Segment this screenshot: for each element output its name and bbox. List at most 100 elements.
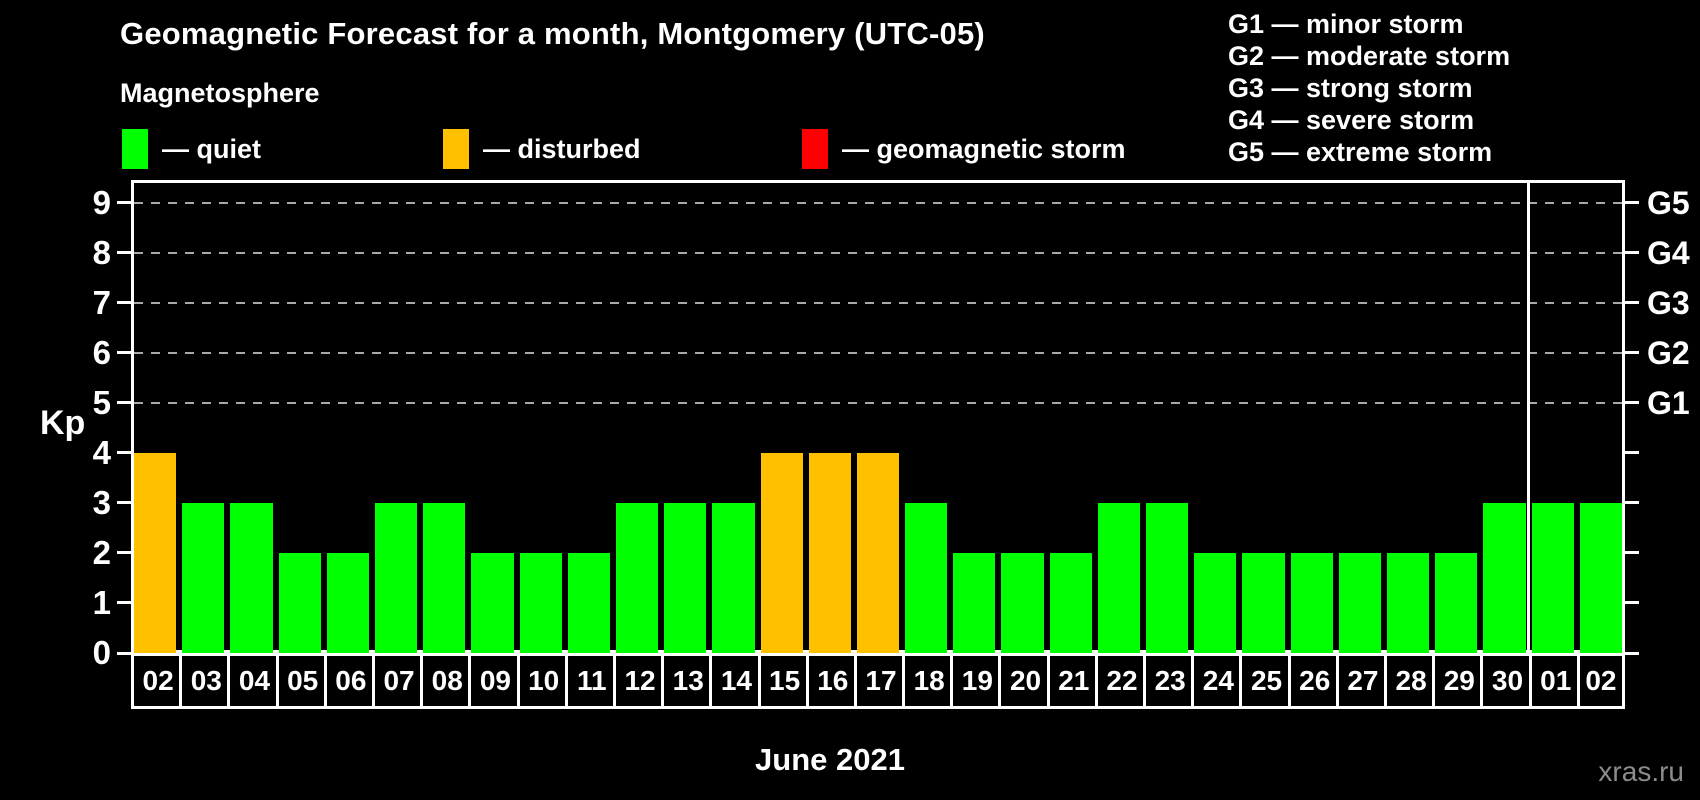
y-tick-left-8 bbox=[117, 251, 131, 255]
y-tick-right-7 bbox=[1625, 301, 1639, 305]
y-tick-right-5 bbox=[1625, 401, 1639, 405]
g-legend-item-g3: G3 — strong storm bbox=[1228, 73, 1473, 103]
kp-bar-day-30 bbox=[1483, 502, 1526, 653]
y-tick-label-7: 7 bbox=[92, 283, 111, 321]
kp-bar-day-27 bbox=[1338, 552, 1382, 653]
day-label-cell-13: 13 bbox=[661, 653, 713, 709]
g-legend-item-g4: G4 — severe storm bbox=[1228, 105, 1475, 135]
kp-bar-day-28 bbox=[1387, 552, 1430, 653]
gridline-kp8 bbox=[134, 251, 1622, 254]
g-level-label-g5: G5 bbox=[1647, 184, 1690, 221]
g-level-label-g4: G4 bbox=[1647, 234, 1690, 271]
y-tick-right-8 bbox=[1625, 251, 1639, 255]
kp-bar-day-16 bbox=[808, 452, 851, 653]
kp-bar-day-10 bbox=[519, 552, 562, 653]
y-tick-right-6 bbox=[1625, 351, 1639, 355]
day-label-cell-29: 29 bbox=[1432, 653, 1484, 709]
day-label-cell-14: 14 bbox=[709, 653, 761, 709]
gridline-kp9 bbox=[134, 201, 1622, 204]
kp-bar-day-11 bbox=[567, 552, 610, 653]
kp-bar-day-05 bbox=[278, 552, 321, 653]
y-tick-left-2 bbox=[117, 551, 131, 555]
day-label-cell-21: 21 bbox=[1046, 653, 1098, 709]
kp-bar-day-17 bbox=[856, 452, 900, 653]
disturbed-color-swatch bbox=[443, 129, 469, 169]
day-label-cell-18: 18 bbox=[902, 653, 954, 709]
kp-bar-day-22 bbox=[1097, 502, 1141, 653]
y-tick-left-7 bbox=[117, 301, 131, 305]
y-tick-label-9: 9 bbox=[92, 183, 111, 221]
kp-bar-day-02 bbox=[134, 452, 177, 653]
kp-bar-day-26 bbox=[1290, 552, 1333, 653]
g-level-label-g1: G1 bbox=[1647, 384, 1690, 421]
g-scale-legend: G1 — minor storm G2 — moderate storm G3 … bbox=[1228, 8, 1510, 168]
day-label-cell-15: 15 bbox=[757, 653, 809, 709]
kp-bar-day-18 bbox=[905, 502, 948, 653]
y-tick-right-3 bbox=[1625, 501, 1639, 505]
day-label-cell-07: 07 bbox=[371, 653, 424, 709]
y-tick-left-0 bbox=[117, 651, 131, 655]
legend-item-storm: — geomagnetic storm bbox=[802, 129, 1126, 169]
g-level-label-g3: G3 bbox=[1647, 284, 1690, 321]
day-label-cell-04: 04 bbox=[227, 653, 279, 709]
y-tick-left-6 bbox=[117, 351, 131, 355]
storm-color-swatch bbox=[802, 129, 828, 169]
kp-bar-day-08 bbox=[423, 502, 466, 653]
x-axis-title: June 2021 bbox=[755, 742, 905, 777]
y-tick-label-0: 0 bbox=[92, 634, 111, 671]
storm-legend-label: — geomagnetic storm bbox=[842, 133, 1126, 164]
quiet-legend-label: — quiet bbox=[162, 133, 261, 164]
kp-bar-day-15 bbox=[760, 452, 803, 653]
kp-bar-day-04 bbox=[230, 502, 273, 653]
day-label-cell-19: 19 bbox=[950, 653, 1002, 709]
day-label-cell-03: 03 bbox=[179, 653, 231, 709]
day-label-cell-28: 28 bbox=[1384, 653, 1436, 709]
kp-bar-day-07 bbox=[374, 502, 418, 653]
y-tick-label-8: 8 bbox=[92, 233, 111, 271]
g-legend-item-g2: G2 — moderate storm bbox=[1228, 41, 1511, 71]
kp-bar-day-13 bbox=[664, 502, 707, 653]
kp-bar-day-14 bbox=[712, 502, 755, 653]
kp-bar-day-19 bbox=[953, 552, 996, 653]
kp-bar-day-02 bbox=[1579, 502, 1622, 653]
month-separator-line bbox=[1527, 182, 1531, 651]
y-tick-label-2: 2 bbox=[92, 533, 111, 571]
y-tick-left-1 bbox=[117, 601, 131, 605]
day-label-cell-24: 24 bbox=[1191, 653, 1243, 709]
day-label-cell-09: 09 bbox=[468, 653, 520, 709]
y-tick-right-4 bbox=[1625, 451, 1639, 455]
kp-bar-day-12 bbox=[615, 502, 659, 653]
quiet-color-swatch bbox=[122, 129, 148, 169]
day-label-cell-30: 30 bbox=[1480, 653, 1532, 709]
day-label-cell-08: 08 bbox=[420, 653, 472, 709]
y-tick-left-9 bbox=[117, 201, 131, 205]
day-label-cell-23: 23 bbox=[1143, 653, 1195, 709]
day-label-cell-25: 25 bbox=[1239, 653, 1291, 709]
day-label-cell-17: 17 bbox=[853, 653, 906, 709]
gridline-kp5 bbox=[134, 401, 1622, 404]
day-label-cell-01: 01 bbox=[1528, 653, 1580, 709]
day-label-cell-27: 27 bbox=[1335, 653, 1388, 709]
gridline-kp7 bbox=[134, 301, 1622, 304]
y-tick-left-5 bbox=[117, 401, 131, 405]
day-label-cell-05: 05 bbox=[275, 653, 327, 709]
kp-bar-day-23 bbox=[1146, 502, 1189, 653]
day-label-cell-12: 12 bbox=[612, 653, 665, 709]
day-label-cell-02: 02 bbox=[131, 653, 183, 709]
day-label-cell-06: 06 bbox=[323, 653, 375, 709]
chart-title: Geomagnetic Forecast for a month, Montgo… bbox=[120, 16, 985, 51]
y-tick-label-4: 4 bbox=[92, 433, 111, 471]
g-legend-item-g5: G5 — extreme storm bbox=[1228, 137, 1493, 167]
y-tick-label-6: 6 bbox=[92, 333, 111, 371]
y-axis-title: Kp bbox=[40, 404, 86, 442]
y-tick-label-3: 3 bbox=[92, 483, 111, 521]
kp-bar-day-29 bbox=[1435, 552, 1478, 653]
g-legend-item-g1: G1 — minor storm bbox=[1228, 9, 1464, 39]
y-tick-label-5: 5 bbox=[92, 383, 111, 421]
legend-item-disturbed: — disturbed bbox=[443, 129, 641, 169]
y-tick-left-3 bbox=[117, 501, 131, 505]
kp-bar-day-06 bbox=[326, 552, 369, 653]
day-label-cell-10: 10 bbox=[516, 653, 568, 709]
kp-bar-day-03 bbox=[182, 502, 225, 653]
day-label-cell-16: 16 bbox=[805, 653, 857, 709]
